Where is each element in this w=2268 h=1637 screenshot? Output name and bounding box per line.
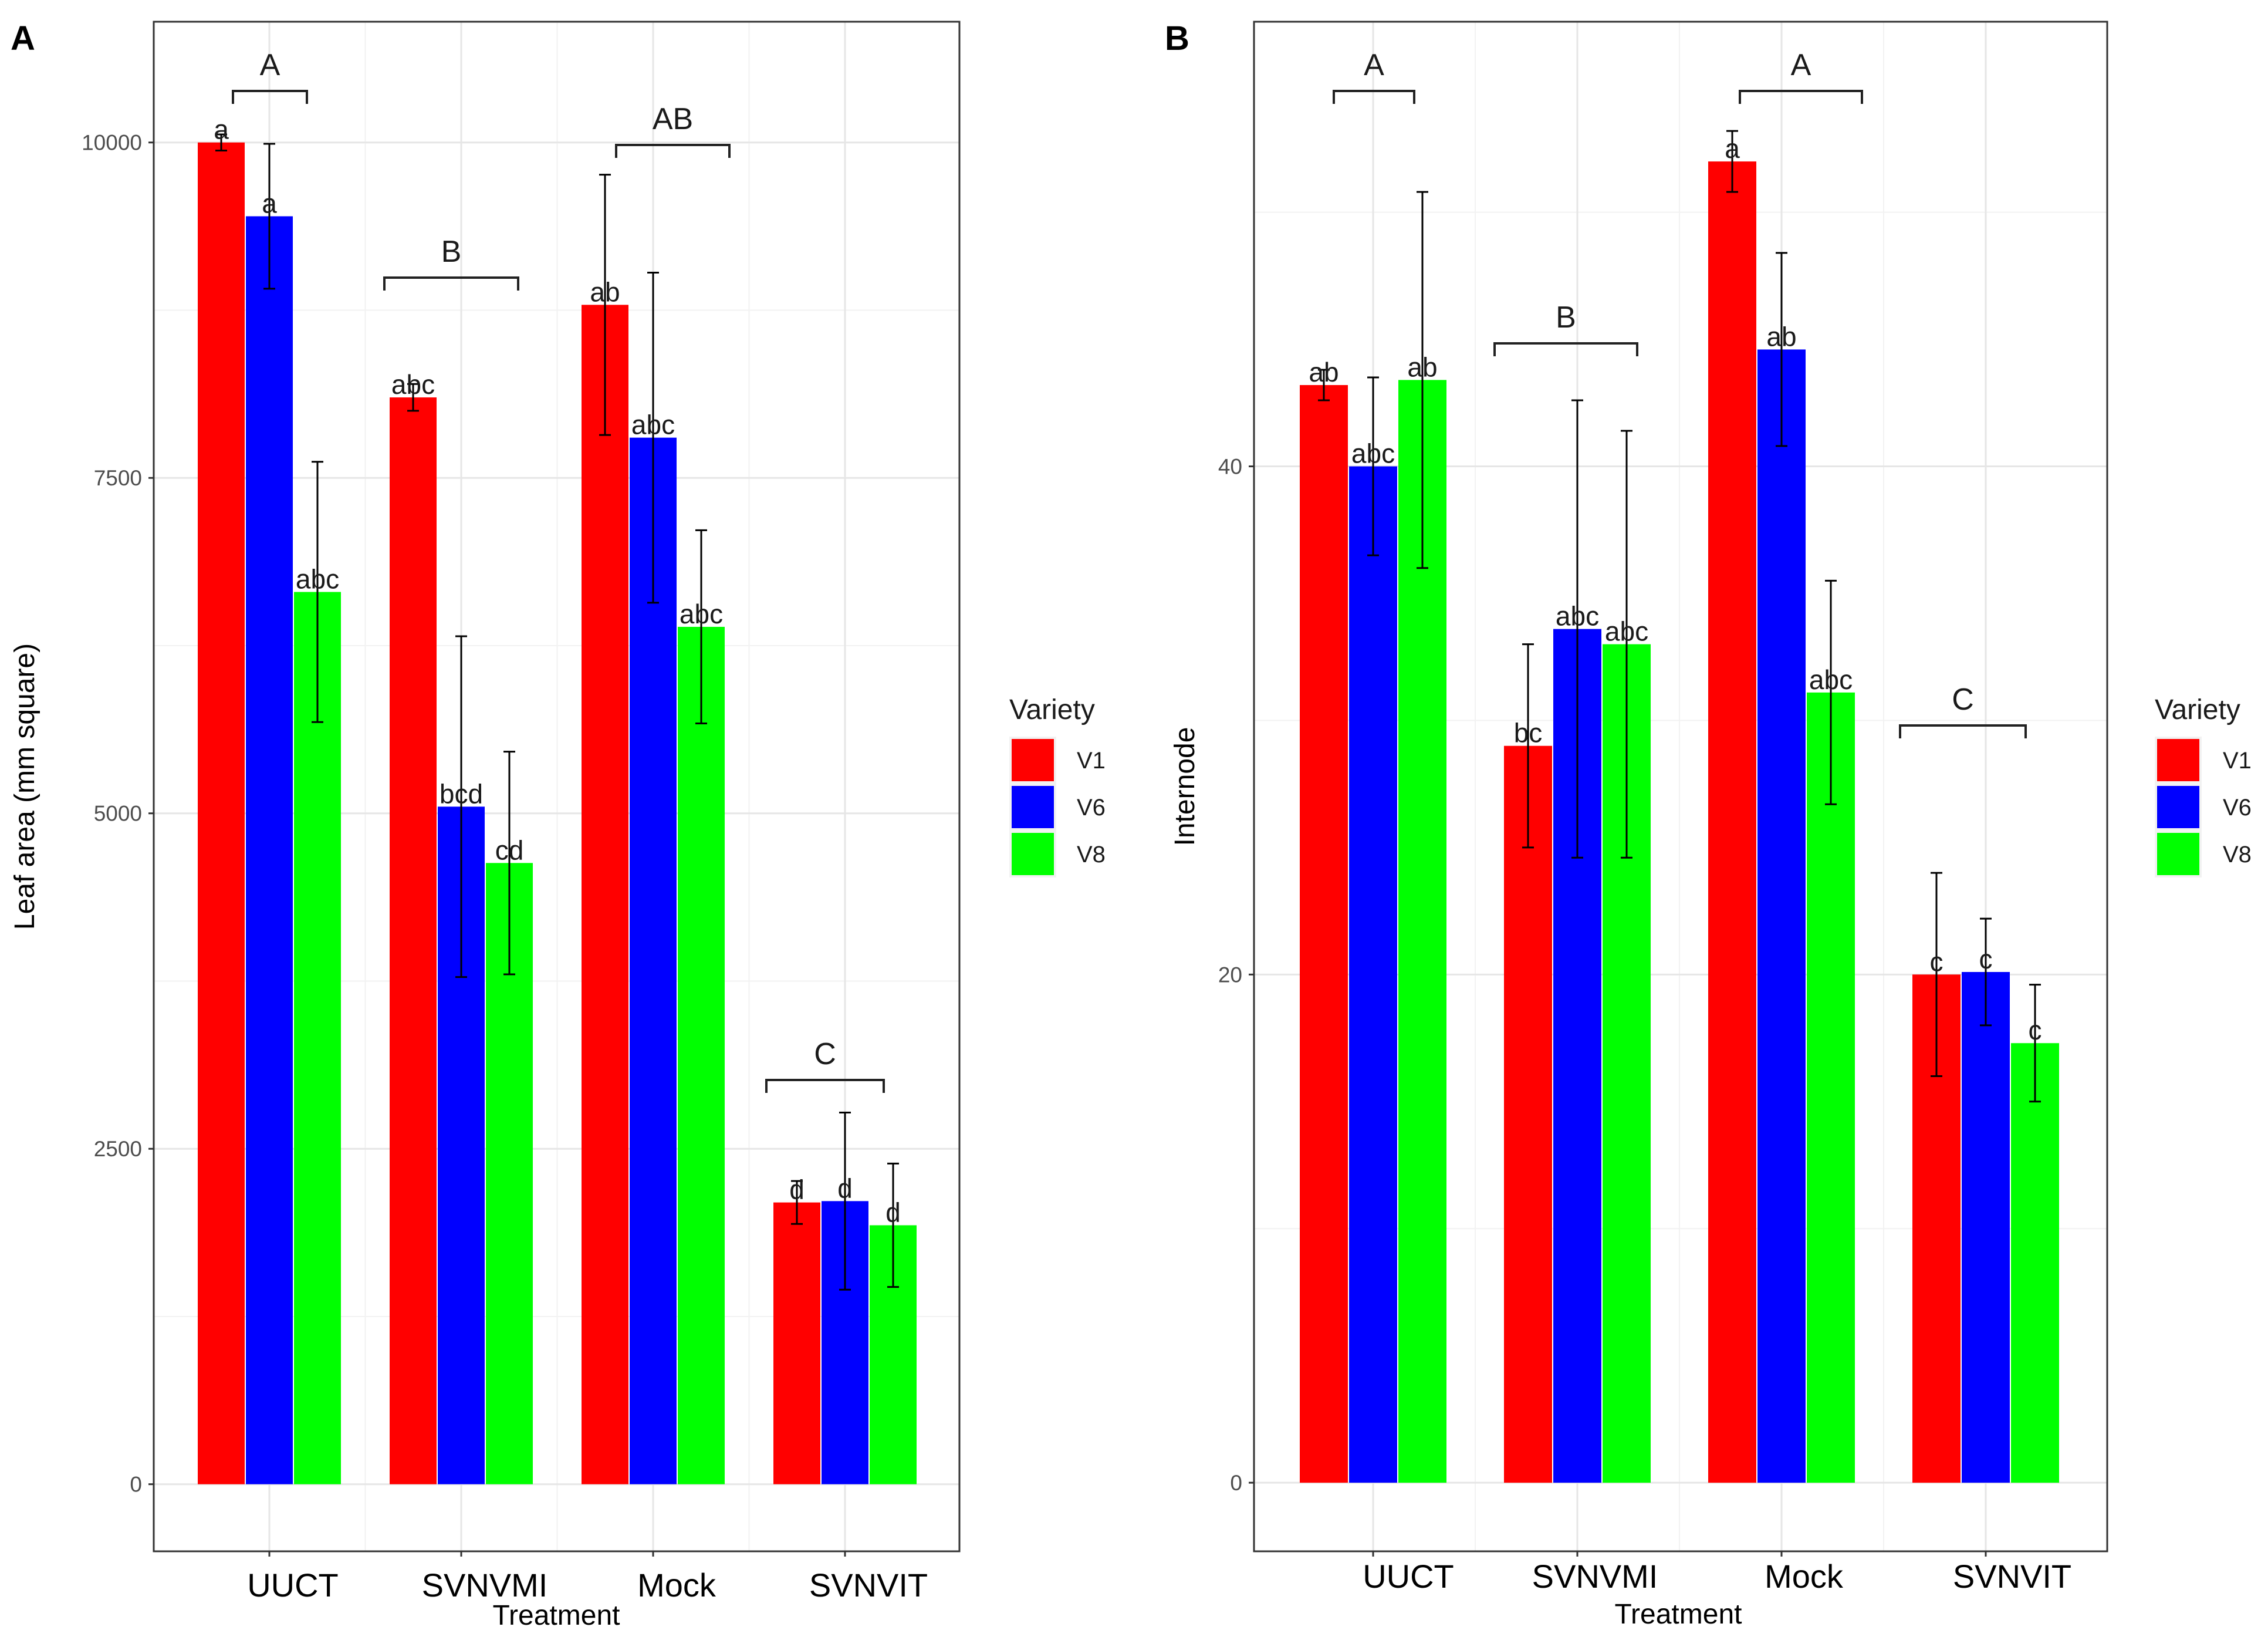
group-bracket (232, 90, 308, 104)
x-tick-label: SVNVMI (422, 1567, 548, 1604)
bar-significance-label: a (1725, 133, 1740, 164)
panel-tag-b: B (1165, 19, 1189, 58)
bar-v1-mock (1708, 161, 1756, 1483)
y-axis-title: Leaf area (mm square) (9, 643, 40, 930)
bar-significance-label: a (262, 188, 277, 218)
bar-significance-label: c (1979, 944, 1993, 974)
bar-v8-uuct (294, 592, 341, 1484)
bar-significance-label: abc (680, 599, 723, 629)
bar-significance-label: ab (1766, 321, 1796, 352)
legend-label-v1: V1 (2223, 748, 2252, 774)
legend-swatch-v6 (1012, 786, 1054, 828)
y-tick-label: 0 (1230, 1471, 1242, 1495)
legend-label-v6: V6 (1077, 795, 1106, 821)
bar-significance-label: abc (1556, 601, 1599, 632)
group-bracket (1899, 724, 2027, 738)
y-tick-label: 40 (1218, 455, 1242, 479)
y-tick-label: 0 (130, 1473, 142, 1497)
bar-significance-label: ab (1407, 352, 1437, 382)
panel-a: AaabcabdabcdabcdabccdabcdABABC0250050007… (9, 19, 1106, 1631)
bar-significance-label: abc (296, 564, 339, 595)
bar-v1-svnvmi (1504, 745, 1552, 1483)
bar-significance-label: c (1930, 946, 1943, 977)
bar-significance-label: abc (1351, 438, 1395, 469)
bar-significance-label: abc (631, 410, 675, 440)
bar-significance-label: ab (1309, 357, 1339, 387)
y-tick-label: 10000 (82, 131, 142, 155)
bar-v8-svnvit (2011, 1043, 2059, 1483)
panel-tag-a: A (11, 19, 35, 58)
bar-v1-svnvmi (390, 397, 437, 1484)
bar-v6-mock (630, 437, 677, 1484)
bar-significance-label: d (885, 1197, 901, 1228)
bar-v1-uuct (1300, 385, 1348, 1483)
plot-border (153, 21, 961, 1552)
x-axis-title: Treatment (493, 1600, 620, 1631)
y-tick-label: 7500 (94, 466, 142, 490)
bar-significance-label: abc (1809, 664, 1853, 695)
bar-significance-label: ab (590, 276, 620, 307)
y-tick-label: 2500 (94, 1137, 142, 1161)
group-bracket (615, 144, 731, 158)
x-tick-label: UUCT (247, 1567, 339, 1604)
bar-v8-mock (1807, 692, 1855, 1483)
legend-title: Variety (1009, 694, 1095, 725)
x-tick-label: Mock (1765, 1558, 1844, 1595)
y-tick-label: 20 (1218, 963, 1242, 987)
bar-significance-label: c (2029, 1015, 2042, 1045)
bar-v6-uuct (246, 216, 293, 1484)
group-bracket (1739, 90, 1863, 104)
x-tick-label: SVNVIT (809, 1567, 928, 1604)
bar-significance-label: bc (1514, 718, 1543, 748)
bar-v6-uuct (1349, 466, 1397, 1483)
group-letter: B (441, 235, 462, 269)
legend-label-v8: V8 (1077, 842, 1106, 868)
x-tick-label: Mock (637, 1567, 716, 1604)
group-letter: A (1364, 48, 1384, 82)
bar-significance-label: d (789, 1174, 805, 1205)
bar-significance-label: bcd (440, 778, 483, 809)
x-axis-title: Treatment (1615, 1599, 1742, 1630)
y-tick-label: 5000 (94, 802, 142, 826)
x-tick-label: UUCT (1363, 1558, 1454, 1595)
legend-label-v8: V8 (2223, 842, 2252, 868)
x-tick-label: SVNVIT (1953, 1558, 2071, 1595)
legend-swatch-v1 (1012, 739, 1054, 781)
bar-significance-label: cd (495, 835, 524, 865)
bar-significance-label: a (214, 114, 229, 145)
group-letter: C (814, 1037, 836, 1071)
group-letter: A (260, 48, 280, 82)
group-bracket (383, 276, 519, 291)
bar-v6-mock (1757, 349, 1806, 1483)
y-axis-title: Internode (1170, 727, 1201, 846)
group-letter: B (1556, 301, 1576, 335)
bar-v1-uuct (198, 142, 245, 1484)
bar-v6-svnvit (1962, 972, 2010, 1483)
plot-border (1253, 21, 2108, 1552)
bar-significance-label: d (837, 1173, 853, 1203)
group-letter: A (1791, 48, 1811, 82)
group-bracket (765, 1079, 885, 1093)
legend-title: Variety (2155, 694, 2240, 725)
legend-label-v1: V1 (1077, 748, 1106, 774)
group-letter: C (1952, 683, 1974, 717)
bar-significance-label: abc (391, 369, 435, 400)
bar-v1-mock (582, 305, 628, 1484)
legend-swatch-v8 (1012, 833, 1054, 875)
bar-v1-svnvit (773, 1202, 820, 1484)
group-letter: AB (653, 102, 693, 136)
legend-swatch-v1 (2157, 739, 2199, 781)
group-bracket (1333, 90, 1415, 104)
legend-label-v6: V6 (2223, 795, 2252, 821)
group-bracket (1493, 342, 1638, 356)
legend-swatch-v8 (2157, 833, 2199, 875)
legend-swatch-v6 (2157, 786, 2199, 828)
bar-v8-mock (678, 626, 725, 1484)
x-tick-label: SVNVMI (1532, 1558, 1658, 1595)
bar-significance-label: abc (1605, 616, 1648, 647)
